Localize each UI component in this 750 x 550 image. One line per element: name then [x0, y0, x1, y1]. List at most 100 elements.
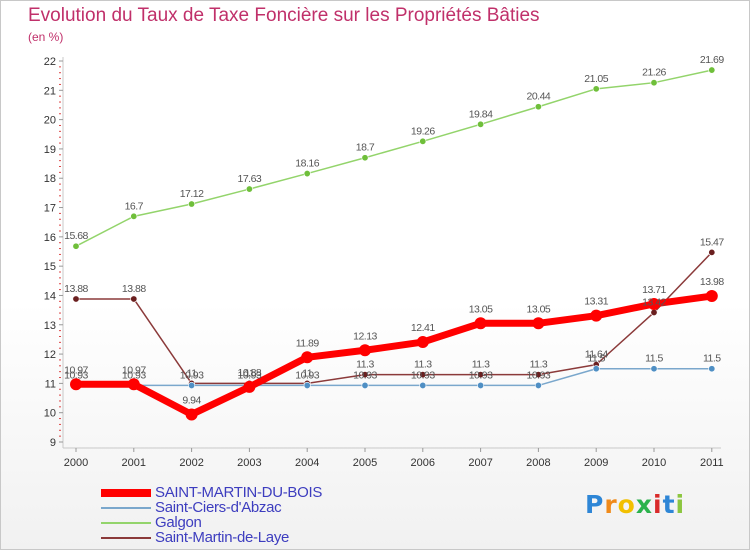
legend-swatch-saint-martin-de-laye — [101, 537, 151, 539]
x-tick-label: 2003 — [237, 457, 261, 469]
data-label-galgon: 18.16 — [295, 158, 319, 170]
data-point-saint-ciers-d-abzac — [361, 381, 369, 389]
data-point-saint-martin-de-laye — [708, 248, 716, 256]
x-tick-label: 2006 — [411, 457, 435, 469]
data-label-saint-martin-du-bois: 13.71 — [642, 284, 666, 296]
data-label-galgon: 17.63 — [238, 173, 262, 185]
series-layer — [70, 66, 718, 421]
y-tick-label: 10 — [44, 408, 56, 420]
series-line-saint-ciers-d-abzac — [75, 367, 713, 387]
legend: SAINT-MARTIN-DU-BOIS Saint-Ciers-d'Abzac… — [101, 484, 421, 546]
data-label-saint-ciers-d-abzac: 11.5 — [645, 353, 663, 365]
data-label-saint-martin-du-bois: 10.97 — [122, 364, 146, 376]
data-label-saint-martin-de-laye: 11.3 — [356, 359, 374, 371]
data-point-galgon — [534, 103, 542, 111]
data-label-saint-ciers-d-abzac: 10.93 — [180, 369, 204, 381]
data-label-saint-ciers-d-abzac: 11.5 — [703, 353, 721, 365]
legend-item-galgon[interactable]: Galgon — [101, 514, 421, 531]
data-point-saint-martin-de-laye — [361, 371, 369, 379]
legend-label: SAINT-MARTIN-DU-BOIS — [155, 484, 323, 501]
data-point-saint-martin-du-bois — [590, 309, 603, 322]
data-label-saint-martin-de-laye: 13.88 — [64, 283, 88, 295]
data-point-saint-martin-de-laye — [72, 295, 80, 303]
data-point-galgon — [419, 137, 427, 145]
legend-swatch-saint-martin-du-bois — [101, 489, 151, 497]
data-label-saint-ciers-d-abzac: 10.93 — [469, 369, 493, 381]
data-label-saint-martin-du-bois: 9.94 — [182, 394, 201, 406]
data-label-saint-martin-de-laye: 13.42 — [642, 296, 666, 308]
data-label-saint-martin-du-bois: 10.97 — [64, 364, 88, 376]
y-tick-label: 11 — [45, 378, 56, 390]
data-point-saint-ciers-d-abzac — [592, 365, 600, 373]
legend-item-saint-martin-du-bois[interactable]: SAINT-MARTIN-DU-BOIS — [101, 484, 421, 501]
data-point-saint-ciers-d-abzac — [419, 381, 427, 389]
y-tick-label: 9 — [50, 437, 56, 449]
data-point-galgon — [72, 242, 80, 250]
data-point-saint-ciers-d-abzac — [188, 381, 196, 389]
data-label-saint-ciers-d-abzac: 11.5 — [587, 353, 605, 365]
y-tick-label: 13 — [44, 320, 56, 332]
y-tick-label: 22 — [44, 56, 56, 68]
data-label-saint-martin-de-laye: 13.88 — [122, 283, 146, 295]
data-point-saint-martin-de-laye — [650, 308, 658, 316]
legend-swatch-galgon — [101, 522, 151, 524]
data-label-galgon: 20.44 — [527, 91, 551, 103]
y-tick-label: 15 — [44, 261, 56, 273]
data-label-saint-martin-du-bois: 13.05 — [527, 303, 551, 315]
data-point-galgon — [592, 85, 600, 93]
logo-letter: o — [617, 490, 636, 519]
data-point-saint-martin-du-bois — [474, 317, 487, 330]
legend-label: Saint-Ciers-d'Abzac — [155, 499, 282, 516]
data-point-saint-martin-du-bois — [648, 297, 660, 310]
y-tick-label: 19 — [44, 144, 56, 156]
data-point-galgon — [188, 200, 196, 208]
data-label-saint-martin-du-bois: 12.41 — [411, 322, 435, 334]
legend-label: Galgon — [155, 514, 202, 531]
data-point-saint-ciers-d-abzac — [477, 381, 485, 389]
data-point-galgon — [708, 66, 716, 74]
logo-letter: P — [585, 490, 605, 519]
data-label-saint-martin-du-bois: 10.88 — [238, 367, 262, 379]
series-line-galgon — [75, 69, 713, 247]
x-tick-label: 2010 — [642, 457, 666, 469]
axes: 9 10 11 12 13 14 15 16 17 18 19 20 21 22 2000 2001 2002 2… — [44, 56, 724, 469]
legend-item-saint-ciers-dabzac[interactable]: Saint-Ciers-d'Abzac — [101, 499, 421, 516]
data-label-saint-martin-de-laye: 11.3 — [414, 359, 432, 371]
data-label-saint-ciers-d-abzac: 10.93 — [353, 369, 377, 381]
data-point-saint-martin-du-bois — [532, 317, 545, 330]
data-label-saint-martin-du-bois: 12.13 — [353, 330, 377, 342]
y-tick-label: 14 — [44, 290, 56, 302]
y-tick-label: 20 — [44, 115, 56, 127]
data-label-saint-ciers-d-abzac: 10.93 — [238, 369, 262, 381]
x-tick-label: 2000 — [64, 457, 88, 469]
data-label-saint-martin-du-bois: 13.98 — [700, 276, 724, 288]
data-label-saint-ciers-d-abzac: 10.93 — [411, 369, 435, 381]
data-point-saint-martin-de-laye — [130, 295, 138, 303]
y-tick-label: 12 — [44, 349, 56, 361]
y-tick-label: 21 — [44, 85, 56, 97]
data-point-saint-martin-du-bois — [301, 351, 314, 364]
legend-item-saint-martin-de-laye[interactable]: Saint-Martin-de-Laye — [101, 529, 421, 546]
x-tick-label: 2007 — [468, 457, 492, 469]
data-label-galgon: 21.26 — [642, 67, 666, 79]
data-point-saint-martin-du-bois — [705, 290, 718, 303]
data-point-saint-ciers-d-abzac — [708, 365, 716, 373]
data-label-saint-martin-du-bois: 11.89 — [296, 337, 320, 349]
data-point-galgon — [245, 185, 253, 193]
y-axis-unit-label: (en %) — [28, 30, 64, 44]
proxiti-logo: Proxiti — [585, 490, 685, 519]
data-label-saint-martin-de-laye: 11.3 — [530, 359, 548, 371]
data-point-saint-martin-du-bois — [243, 380, 256, 393]
data-point-saint-martin-du-bois — [359, 344, 371, 357]
data-label-saint-ciers-d-abzac: 10.93 — [122, 369, 146, 381]
data-label-galgon: 16.7 — [125, 200, 144, 212]
x-tick-label: 2008 — [526, 457, 550, 469]
data-label-saint-martin-de-laye: 11.64 — [585, 349, 609, 361]
data-point-galgon — [477, 120, 485, 128]
data-label-galgon: 15.68 — [64, 230, 88, 242]
data-label-galgon: 19.84 — [469, 108, 493, 120]
y-tick-label: 16 — [44, 232, 56, 244]
data-label-saint-martin-de-laye: 11 — [187, 367, 198, 379]
